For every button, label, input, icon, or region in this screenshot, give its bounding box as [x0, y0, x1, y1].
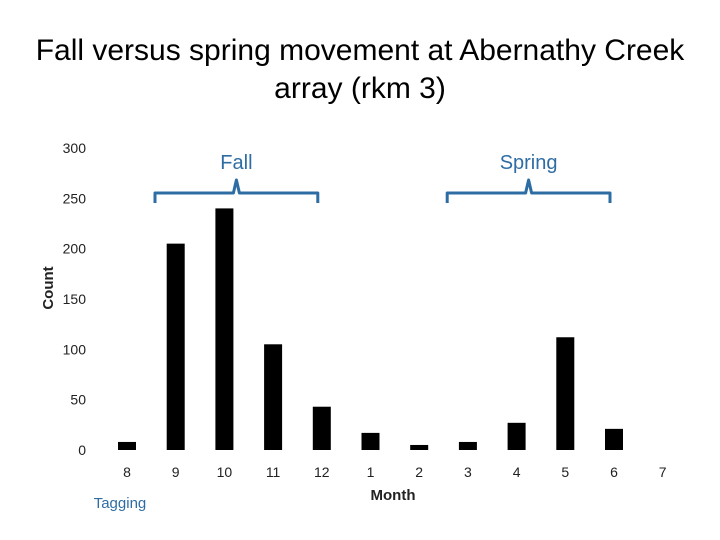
x-tick-label: 9: [172, 464, 180, 480]
bar: [312, 406, 331, 450]
bar: [507, 422, 526, 450]
x-tick-label: 3: [464, 464, 472, 480]
bar: [458, 441, 477, 450]
x-tick-label: 2: [415, 464, 423, 480]
x-tick-label: 6: [610, 464, 618, 480]
y-tick-label: 200: [63, 241, 87, 257]
y-tick-label: 300: [63, 140, 87, 156]
x-tick-label: 4: [513, 464, 521, 480]
bar: [215, 208, 234, 450]
x-tick-label: 7: [659, 464, 667, 480]
y-tick-label: 150: [63, 291, 87, 307]
chart-title-line2: array (rkm 3): [274, 72, 446, 105]
bar: [556, 337, 575, 450]
tagging-label: Tagging: [94, 495, 147, 512]
x-tick-label: 5: [561, 464, 569, 480]
x-tick-label: 10: [217, 464, 233, 480]
chart-title-line1: Fall versus spring movement at Abernathy…: [35, 34, 685, 67]
spring-bracket: [445, 178, 612, 203]
fall-label: Fall: [220, 152, 252, 174]
y-tick-label: 0: [78, 442, 86, 458]
bar: [264, 344, 283, 450]
bar: [118, 441, 136, 450]
y-tick-label: 250: [63, 190, 87, 206]
fall-bracket: [153, 178, 320, 203]
bar: [166, 243, 185, 450]
bar: [361, 432, 380, 450]
x-axis-title: Month: [371, 487, 416, 504]
bars: [118, 208, 623, 450]
x-axis-ticks: 8 9 10 11 12 1 2 3 4 5 6 7: [123, 464, 667, 480]
x-tick-label: 12: [314, 464, 330, 480]
annotations: Fall Spring Tagging: [94, 152, 612, 512]
bar: [605, 428, 623, 450]
y-tick-label: 100: [63, 341, 87, 357]
y-axis-title: Count: [40, 266, 57, 309]
x-tick-label: 8: [123, 464, 131, 480]
chart-title: Fall versus spring movement at Abernathy…: [0, 32, 720, 108]
spring-label: Spring: [500, 152, 558, 174]
bar: [410, 444, 429, 450]
x-tick-label: 11: [266, 464, 281, 480]
y-axis-ticks: 0 50 100 150 200 250 300: [63, 140, 87, 458]
y-tick-label: 50: [70, 392, 86, 408]
x-tick-label: 1: [367, 464, 375, 480]
